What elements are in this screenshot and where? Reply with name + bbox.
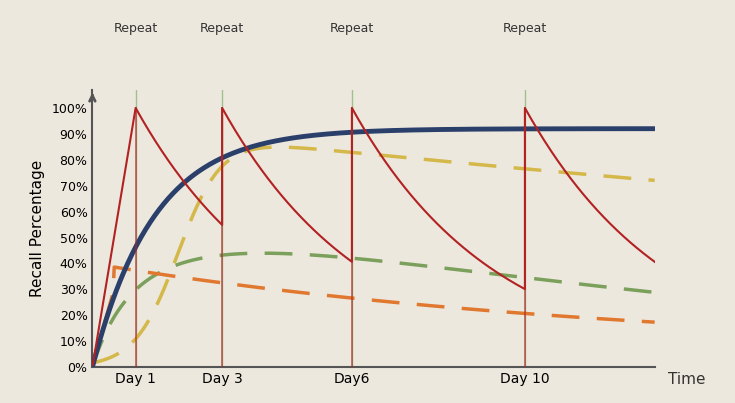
Ellipse shape [186,4,259,54]
Text: Repeat: Repeat [200,22,244,35]
Y-axis label: Recall Percentage: Recall Percentage [29,160,45,297]
Polygon shape [338,51,366,62]
Polygon shape [121,51,150,62]
Text: Repeat: Repeat [330,22,374,35]
Ellipse shape [315,4,388,54]
Text: Repeat: Repeat [113,22,158,35]
Text: Repeat: Repeat [503,22,547,35]
Polygon shape [511,51,539,62]
Text: Time: Time [667,372,705,387]
Ellipse shape [488,4,562,54]
Polygon shape [208,51,236,62]
Ellipse shape [99,4,172,54]
